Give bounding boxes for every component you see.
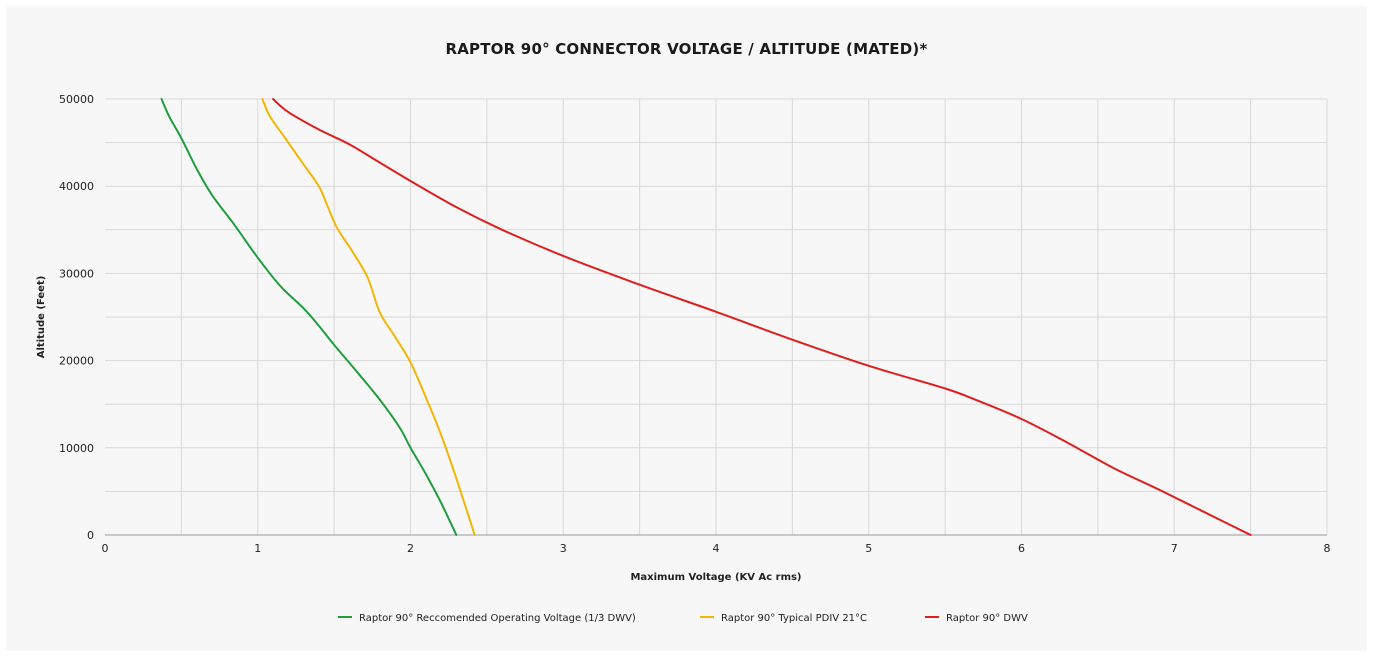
chart-card bbox=[6, 6, 1367, 651]
y-axis-label: Altitude (Feet) bbox=[36, 276, 47, 359]
y-tick-label: 50000 bbox=[59, 93, 94, 106]
x-tick-label: 4 bbox=[713, 542, 720, 555]
x-tick-label: 5 bbox=[865, 542, 872, 555]
series-line-3 bbox=[272, 98, 1252, 536]
y-tick-label: 20000 bbox=[59, 355, 94, 368]
x-tick-label: 2 bbox=[407, 542, 414, 555]
chart-title: RAPTOR 90° CONNECTOR VOLTAGE / ALTITUDE … bbox=[445, 40, 928, 58]
series-lines bbox=[160, 98, 1252, 536]
legend-label: Raptor 90° DWV bbox=[946, 613, 1028, 624]
series-line-2 bbox=[261, 98, 476, 536]
x-tick-label: 0 bbox=[102, 542, 109, 555]
x-tick-label: 7 bbox=[1171, 542, 1178, 555]
x-axis-label: Maximum Voltage (KV Ac rms) bbox=[630, 572, 801, 583]
legend-label: Raptor 90° Reccomended Operating Voltage… bbox=[359, 613, 636, 624]
x-tick-label: 1 bbox=[254, 542, 261, 555]
x-tick-label: 8 bbox=[1324, 542, 1331, 555]
grid bbox=[105, 98, 1328, 535]
series-line-1 bbox=[160, 98, 458, 536]
x-axis-ticks: 0 1 2 3 4 5 6 7 8 bbox=[102, 542, 1331, 555]
legend: Raptor 90° Reccomended Operating Voltage… bbox=[338, 613, 1028, 624]
y-axis-ticks: 0 10000 20000 30000 40000 50000 bbox=[59, 93, 94, 542]
y-tick-label: 40000 bbox=[59, 180, 94, 193]
y-tick-label: 10000 bbox=[59, 442, 94, 455]
y-tick-label: 30000 bbox=[59, 267, 94, 280]
y-tick-label: 0 bbox=[87, 529, 94, 542]
x-tick-label: 3 bbox=[560, 542, 567, 555]
legend-label: Raptor 90° Typical PDIV 21°C bbox=[721, 613, 867, 624]
x-tick-label: 6 bbox=[1018, 542, 1025, 555]
